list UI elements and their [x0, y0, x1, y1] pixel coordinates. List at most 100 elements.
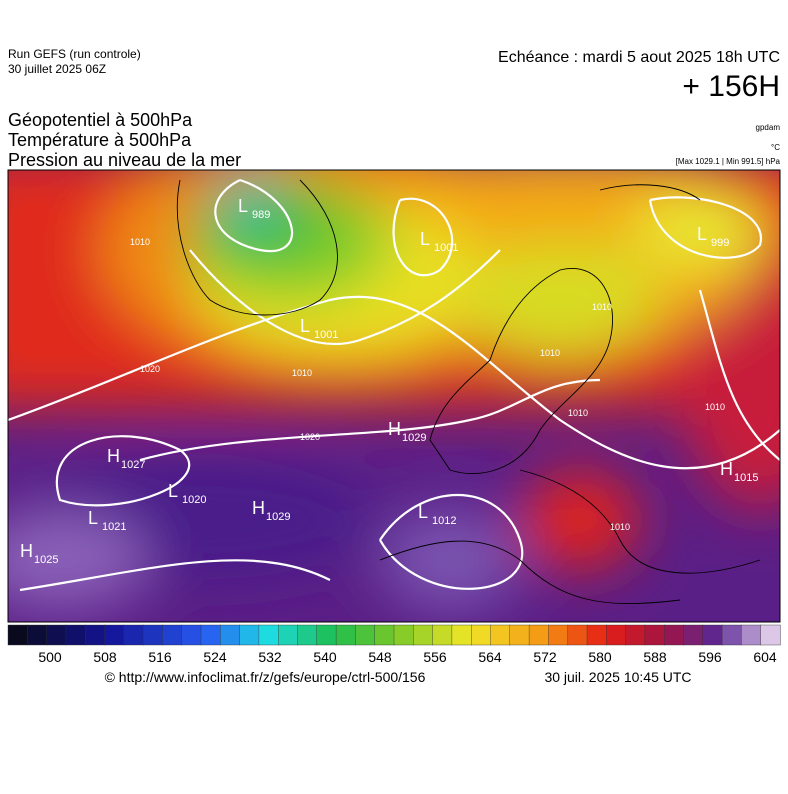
colorbar-swatch	[451, 624, 472, 646]
center-type: L	[418, 502, 428, 522]
unit: °C	[771, 143, 780, 152]
colorbar-swatch	[393, 624, 414, 646]
isobar-label: 1020	[140, 364, 160, 374]
colorbar-swatch	[123, 624, 144, 646]
center-value: 1027	[121, 459, 145, 471]
center-value: 1025	[34, 554, 58, 566]
colorbar-label: 540	[313, 649, 337, 665]
colorbar-label: 524	[203, 649, 227, 665]
colorbar-swatch	[471, 624, 492, 646]
isobar-label: 1010	[592, 302, 612, 312]
colorbar-swatch	[162, 624, 183, 646]
center-value: 1001	[434, 242, 458, 254]
colorbar: 500 508 516 524 532 540 548 556 564 572 580 588 596 6…	[7, 624, 781, 665]
center-value: 1020	[182, 494, 206, 506]
center-type: H	[107, 446, 120, 466]
isobar-label: 1010	[610, 522, 630, 532]
colorbar-swatch	[316, 624, 337, 646]
colorbar-label: 564	[478, 649, 502, 665]
colorbar-swatch	[239, 624, 260, 646]
colorbar-label: 548	[368, 649, 392, 665]
colorbar-swatch	[46, 624, 67, 646]
colorbar-swatch	[355, 624, 376, 646]
colorbar-swatch	[104, 624, 125, 646]
center-type: H	[20, 541, 33, 561]
colorbar-swatch	[528, 624, 550, 646]
center-value: 1012	[432, 515, 456, 527]
run: Run GEFS (run controle)	[8, 47, 141, 61]
colorbar-swatch	[664, 624, 685, 646]
colorbar-swatch	[27, 624, 48, 646]
colorbar-swatch	[586, 624, 607, 646]
center-type: L	[88, 508, 98, 528]
center-type: H	[252, 498, 265, 518]
colorbar-label: 596	[698, 649, 722, 665]
center-type: L	[300, 316, 310, 336]
colorbar-swatch	[297, 624, 318, 646]
colorbar-swatch	[644, 624, 665, 646]
colorbar-label: 604	[753, 649, 777, 665]
center-type: H	[720, 459, 733, 479]
center-value: 1021	[102, 521, 126, 533]
colorbar-swatch	[374, 624, 395, 646]
lead-time: + 156H	[682, 70, 780, 103]
colorbar-swatch	[490, 624, 511, 646]
colorbar-swatch	[278, 624, 299, 646]
center-value: 999	[711, 237, 729, 249]
map-frame	[7, 169, 781, 623]
colorbar-label: 556	[423, 649, 447, 665]
colorbar-label: 580	[588, 649, 612, 665]
colorbar-swatch	[721, 624, 743, 646]
center-value: 1015	[734, 472, 758, 484]
center-value: 1029	[266, 511, 290, 523]
center-type: L	[420, 229, 430, 249]
center-type: L	[238, 196, 248, 216]
colorbar-label: 508	[93, 649, 117, 665]
center-type: H	[388, 419, 401, 439]
colorbar-swatch	[220, 624, 241, 646]
colorbar-swatch	[258, 624, 279, 646]
colorbar-swatch	[181, 624, 202, 646]
title: Géopotentiel à 500hPa	[8, 110, 193, 130]
colorbar-swatch	[683, 624, 704, 646]
title: Pression au niveau de la mer	[8, 150, 241, 170]
colorbar-swatch	[606, 624, 627, 646]
isobar-label: 1020	[300, 432, 320, 442]
isobar-label: 1010	[705, 402, 725, 412]
colorbar-swatch	[567, 624, 588, 646]
colorbar-swatch	[335, 624, 357, 646]
source: © http://www.infoclimat.fr/z/gefs/europe…	[105, 669, 426, 685]
unit: gpdam	[756, 123, 781, 132]
colorbar-swatch	[142, 624, 164, 646]
isobar-labels: 1010 1020 1010 1020 1010 1010 1010 1010 1010	[130, 237, 725, 532]
isobar-label: 1010	[292, 368, 312, 378]
generated: 30 juil. 2025 10:45 UTC	[544, 669, 691, 685]
colorbar-swatch	[7, 624, 28, 646]
colorbar-swatch	[548, 624, 569, 646]
title: Température à 500hPa	[8, 130, 192, 150]
colorbar-label: 588	[643, 649, 667, 665]
colorbar-swatch	[509, 624, 530, 646]
center-value: 1001	[314, 329, 338, 341]
map	[8, 170, 780, 622]
center-value: 989	[252, 209, 270, 221]
colorbar-swatch	[200, 624, 221, 646]
isobar-label: 1010	[130, 237, 150, 247]
center-type: L	[697, 224, 707, 244]
colorbar-swatch	[760, 624, 781, 646]
colorbar-swatch	[65, 624, 86, 646]
isobar-label: 1010	[540, 348, 560, 358]
isobar-label: 1010	[568, 408, 588, 418]
colorbar-label: 532	[258, 649, 282, 665]
colorbar-swatch	[84, 624, 106, 646]
center-value: 1029	[402, 432, 426, 444]
unit: [Max 1029.1 | Min 991.5] hPa	[676, 157, 781, 166]
colorbar-swatch	[741, 624, 762, 646]
center-type: L	[168, 481, 178, 501]
colorbar-label: 572	[533, 649, 557, 665]
colorbar-swatch	[432, 624, 453, 646]
colorbar-swatch	[413, 624, 434, 646]
colorbar-swatch	[702, 624, 723, 646]
